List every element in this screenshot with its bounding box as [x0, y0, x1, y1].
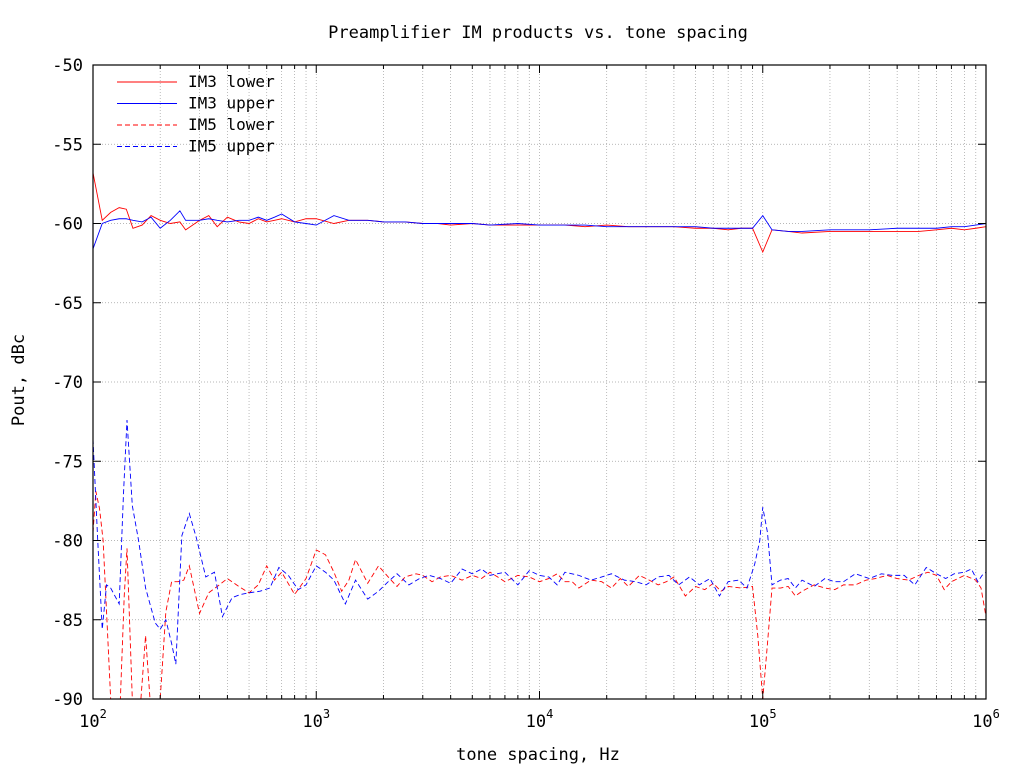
chart-title: Preamplifier IM products vs. tone spacin… [328, 23, 748, 43]
legend-label: IM3 upper [188, 94, 275, 113]
legend: IM3 lower IM3 upper IM5 lower IM5 upper [117, 72, 275, 156]
x-tick-label: 104 [526, 707, 554, 732]
legend-label: IM5 upper [188, 137, 275, 156]
x-tick-label: 106 [972, 707, 1000, 732]
y-tick-label: -50 [52, 56, 83, 76]
x-axis-label: tone spacing, Hz [456, 745, 620, 765]
y-tick-label: -90 [52, 690, 83, 710]
y-tick-label: -55 [52, 135, 83, 155]
y-tick-label: -85 [52, 611, 83, 631]
x-tick-label: 105 [749, 707, 777, 732]
y-tick-label: -80 [52, 532, 83, 552]
y-tick-label: -65 [52, 294, 83, 314]
x-tick-label: 103 [302, 707, 330, 732]
y-tick-label: -70 [52, 373, 83, 393]
grid-lines [93, 65, 986, 699]
series-line-im5-upper [93, 420, 986, 665]
series-line-im3-upper [93, 210, 986, 250]
y-axis-label: Pout, dBc [9, 334, 29, 426]
legend-label: IM5 lower [188, 115, 275, 134]
axis-ticks: 102 103 104 105 106 -50 -55 -60 -65 -70 -75 -80 -85 -… [52, 56, 1000, 732]
y-tick-label: -60 [52, 215, 83, 235]
y-tick-label: -75 [52, 452, 83, 472]
series-line-im5-lower [93, 491, 986, 699]
legend-label: IM3 lower [188, 72, 275, 91]
x-tick-label: 102 [79, 707, 107, 732]
series-group [93, 172, 986, 699]
